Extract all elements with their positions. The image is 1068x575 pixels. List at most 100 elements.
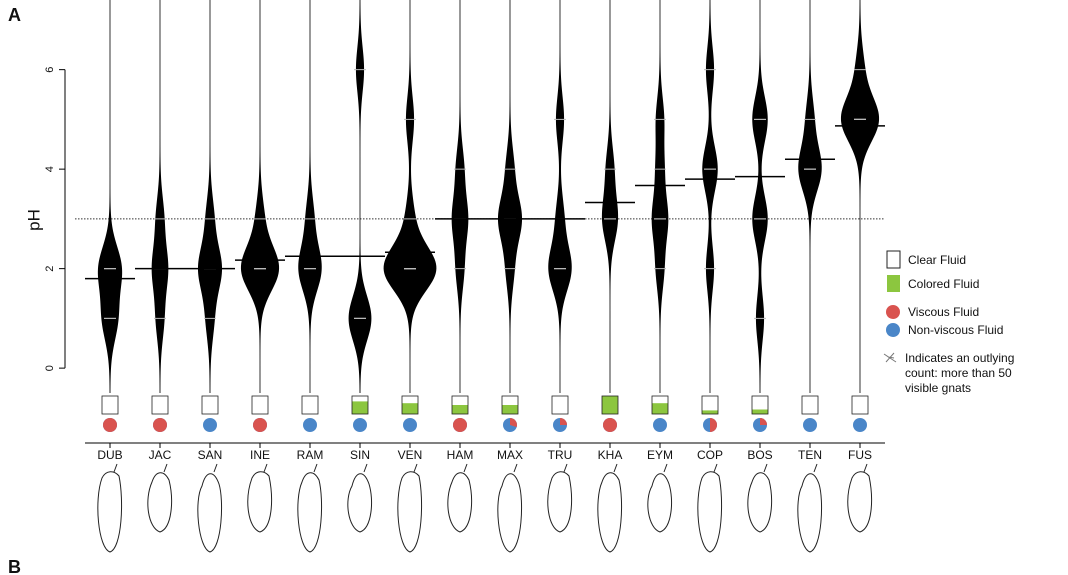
- pie-viscous: [760, 418, 767, 425]
- x-tick-label: SAN: [198, 448, 223, 462]
- x-tick-label: SIN: [350, 448, 370, 462]
- fluid-colored: [602, 396, 618, 414]
- page: A B pH 0 2 4 6 DUB JAC SAN INE RAM SIN VEN HAM MAX TR…: [0, 0, 1068, 575]
- legend-label: Non-viscous Fluid: [908, 323, 1003, 337]
- bean: [652, 0, 669, 393]
- pitcher-sketch: [198, 464, 222, 552]
- bean: [498, 0, 522, 393]
- pitcher-sketch: [598, 464, 622, 552]
- bean: [702, 0, 717, 393]
- x-tick-label: HAM: [447, 448, 474, 462]
- pie-nonviscous: [403, 418, 417, 432]
- pie-viscous: [103, 418, 117, 432]
- bean: [452, 0, 469, 393]
- fluid-box: [852, 396, 868, 414]
- pie-viscous: [453, 418, 467, 432]
- fluid-colored: [752, 410, 768, 415]
- pie-nonviscous: [303, 418, 317, 432]
- fluid-colored: [502, 405, 518, 414]
- bean: [798, 0, 821, 393]
- pitcher-sketch: [448, 464, 472, 532]
- y-tick-label: 4: [44, 166, 56, 172]
- bean: [152, 0, 169, 393]
- x-tick-label: VEN: [398, 448, 423, 462]
- pie-viscous: [710, 418, 717, 432]
- pie-nonviscous: [353, 418, 367, 432]
- pitcher-sketch: [748, 464, 772, 532]
- bean: [384, 0, 437, 393]
- bean: [198, 0, 222, 393]
- chart: A B pH 0 2 4 6 DUB JAC SAN INE RAM SIN VEN HAM MAX TR…: [0, 0, 1068, 575]
- x-tick-label: MAX: [497, 448, 523, 462]
- x-tick-label: INE: [250, 448, 270, 462]
- x-tick-label: BOS: [747, 448, 772, 462]
- pitcher-sketch: [298, 464, 322, 552]
- bean: [841, 0, 879, 393]
- pie-viscous: [153, 418, 167, 432]
- pitcher-sketch: [498, 464, 522, 552]
- pitcher-sketch: [698, 464, 722, 552]
- pie-nonviscous: [803, 418, 817, 432]
- legend-swatch: [887, 251, 900, 268]
- pie-viscous: [253, 418, 267, 432]
- pitcher-sketch: [398, 464, 422, 552]
- fluid-colored: [652, 403, 668, 414]
- legend-label: Indicates an outlying: [905, 351, 1014, 365]
- x-tick-label: KHA: [598, 448, 623, 462]
- legend-swatch: [887, 275, 900, 292]
- bean: [98, 0, 122, 393]
- fluid-colored: [352, 401, 368, 414]
- x-tick-label: TEN: [798, 448, 822, 462]
- bean: [752, 0, 767, 393]
- legend-outlier-icon: [884, 353, 896, 362]
- pie-nonviscous: [203, 418, 217, 432]
- bean: [241, 0, 279, 393]
- legend-swatch: [886, 323, 900, 337]
- bean: [298, 0, 321, 393]
- y-tick-label: 2: [44, 266, 56, 272]
- fluid-box: [302, 396, 318, 414]
- pie-viscous: [603, 418, 617, 432]
- x-tick-label: FUS: [848, 448, 872, 462]
- pitcher-sketch: [348, 464, 372, 532]
- panel-label: B: [8, 557, 21, 575]
- fluid-colored: [702, 410, 718, 414]
- pitcher-sketch: [648, 464, 672, 532]
- panel-label: A: [8, 5, 21, 25]
- fluid-box: [802, 396, 818, 414]
- fluid-box: [252, 396, 268, 414]
- fluid-colored: [452, 405, 468, 414]
- pitcher-sketch: [98, 464, 122, 552]
- x-tick-label: JAC: [149, 448, 172, 462]
- y-tick-label: 0: [44, 365, 56, 371]
- y-tick-label: 6: [44, 67, 56, 73]
- legend-swatch: [886, 305, 900, 319]
- x-tick-label: EYM: [647, 448, 673, 462]
- x-tick-label: RAM: [297, 448, 324, 462]
- x-tick-label: COP: [697, 448, 723, 462]
- legend-label: Viscous Fluid: [908, 305, 979, 319]
- y-axis-label: pH: [24, 209, 43, 231]
- bean: [602, 0, 618, 393]
- pie-viscous: [560, 418, 567, 425]
- bean: [548, 0, 571, 393]
- fluid-box: [152, 396, 168, 414]
- fluid-colored: [402, 403, 418, 414]
- fluid-box: [552, 396, 568, 414]
- x-tick-label: TRU: [548, 448, 573, 462]
- legend-label: count: more than 50: [905, 366, 1012, 380]
- pitcher-sketch: [148, 464, 172, 532]
- pitcher-sketch: [248, 464, 272, 532]
- legend-label: Colored Fluid: [908, 277, 979, 291]
- pitcher-sketch: [848, 464, 872, 532]
- legend-label: visible gnats: [905, 381, 971, 395]
- pie-nonviscous: [853, 418, 867, 432]
- pie-nonviscous: [653, 418, 667, 432]
- pitcher-sketch: [798, 464, 822, 552]
- legend-label: Clear Fluid: [908, 253, 966, 267]
- fluid-box: [102, 396, 118, 414]
- fluid-box: [202, 396, 218, 414]
- x-tick-label: DUB: [97, 448, 122, 462]
- pitcher-sketch: [548, 464, 572, 532]
- bean: [349, 0, 372, 393]
